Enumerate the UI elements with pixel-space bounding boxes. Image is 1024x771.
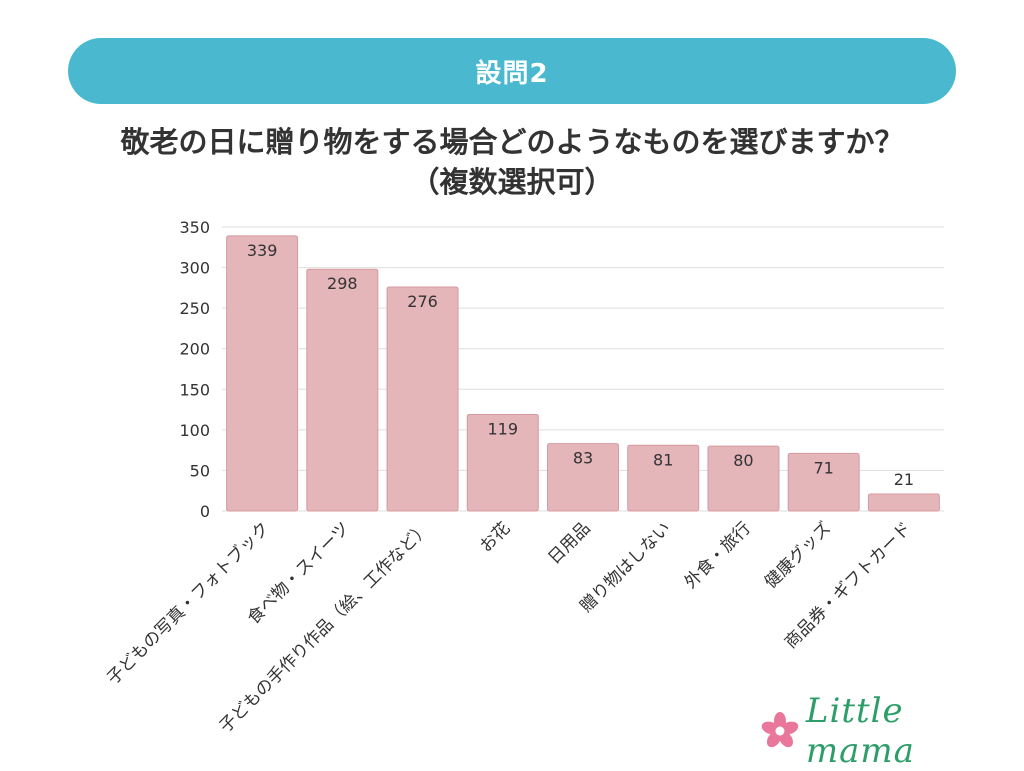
y-tick-label: 200 [179,340,210,359]
y-tick-label: 100 [179,421,210,440]
x-tick-label: 日用品 [544,518,594,568]
question-number: 設問2 [475,58,549,89]
bar [627,444,700,512]
brand-name: Little mama [805,691,915,771]
y-tick-label: 50 [190,461,210,480]
data-label: 80 [733,451,753,470]
y-tick-label: 0 [200,502,210,521]
data-label: 339 [247,241,278,260]
data-label: 276 [407,292,438,311]
data-label: 71 [813,458,833,477]
flower-petal [766,730,782,748]
bar [306,268,379,512]
bar [547,443,619,512]
flower-petal [780,721,799,735]
data-label: 83 [573,449,593,468]
data-label: 298 [327,274,358,293]
y-tick-label: 350 [179,218,210,237]
question-title: 敬老の日に贈り物をする場合どのようなものを選びますか？ （複数選択可） [0,122,1024,202]
y-tick-label: 150 [179,380,210,399]
x-tick-label: お花 [476,518,514,556]
question-title-line2: （複数選択可） [410,165,614,199]
y-tick-label: 250 [179,299,210,318]
bar [386,286,459,512]
flower-petal [778,730,793,748]
data-label: 21 [894,470,914,489]
bar [707,445,780,512]
x-tick-label: 外食・旅行 [681,518,755,592]
x-tick-label: 子どもの写真・フォトブック [103,518,274,689]
bar [466,413,539,512]
question-banner: 設問2 [68,38,956,104]
bar [226,235,299,512]
data-label: 119 [488,419,519,438]
x-tick-label: 健康グッズ [761,518,835,592]
bar [867,493,940,512]
data-label: 81 [653,450,673,469]
y-tick-label: 300 [179,259,210,278]
flower-petal [761,721,780,735]
bar [787,452,860,512]
question-title-line1: 敬老の日に贈り物をする場合どのようなものを選びますか？ [120,125,904,159]
flower-icon [761,712,799,748]
brand-logo: Little mama [760,691,1024,771]
